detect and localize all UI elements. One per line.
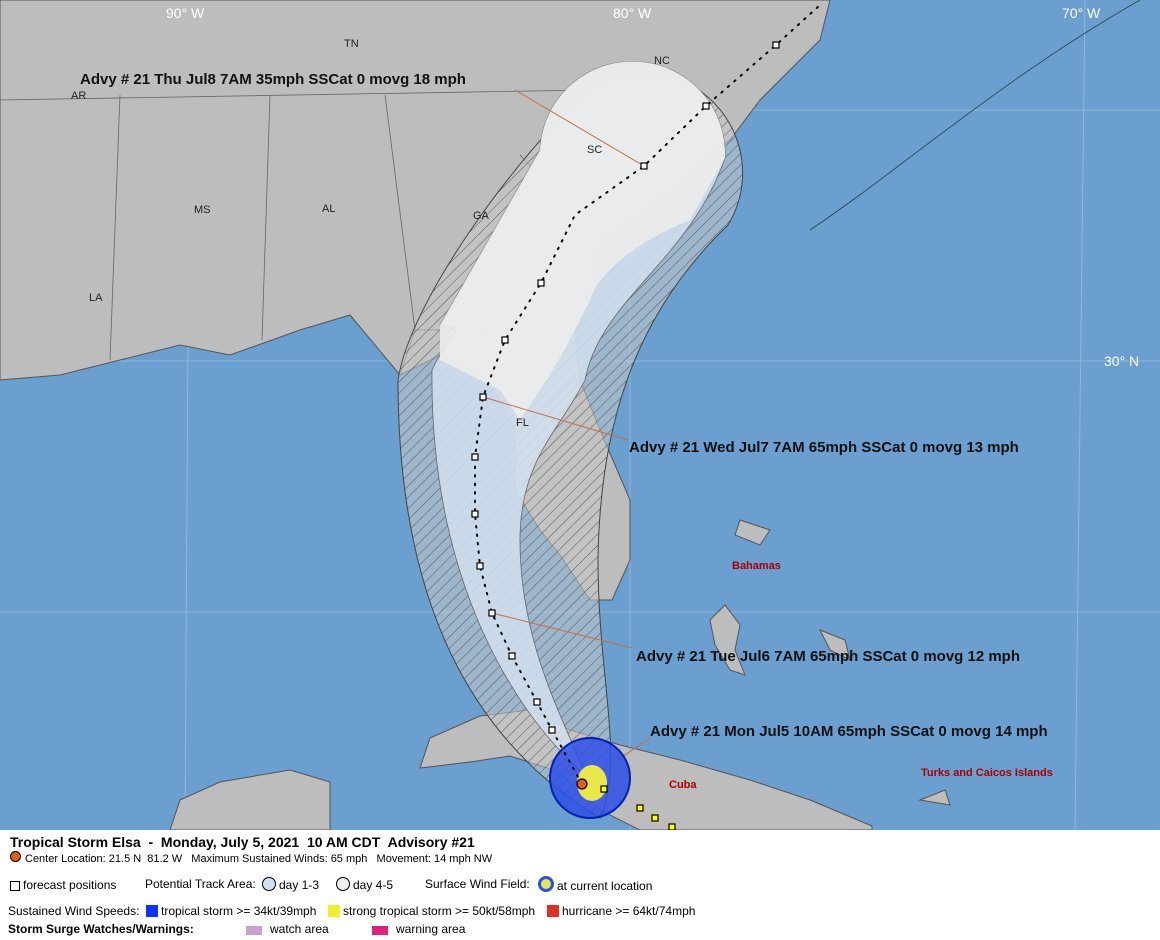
grid-label: 70° W — [1062, 5, 1101, 21]
country-label: Turks and Caicos Islands — [921, 767, 1053, 779]
country-label: Cuba — [669, 779, 697, 791]
legend: Tropical Storm Elsa - Monday, July 5, 20… — [0, 830, 1160, 940]
current-item: at current location — [538, 876, 652, 893]
legend-text: hurricane >= 64kt/74mph — [562, 904, 696, 918]
storm-center — [576, 778, 588, 790]
hu-item: hurricane >= 64kt/74mph — [547, 904, 695, 918]
legend-text: watch area — [270, 922, 329, 936]
sts-item: strong tropical storm >= 50kt/58mph — [328, 904, 535, 918]
sts-wind-field — [577, 765, 607, 801]
map: 90° W 80° W 70° W 30° N TN NC AR SC MS A… — [0, 0, 1160, 830]
atlantic-boundary — [809, 0, 1141, 231]
state-label: NC — [654, 55, 670, 67]
center-text: Center Location: 21.5 N 81.2 W Maximum S… — [25, 853, 493, 865]
country-label: Bahamas — [732, 560, 781, 572]
legend-text: Surface Wind Field: — [425, 877, 530, 891]
advisory-labels: Advy # 21 Thu Jul8 7AM 35mph SSCat 0 mov… — [80, 71, 1048, 740]
grid-label: 80° W — [613, 5, 652, 21]
state-label: SC — [587, 144, 602, 156]
grid-label: 30° N — [1104, 353, 1139, 369]
advisory-label: Advy # 21 Thu Jul8 7AM 35mph SSCat 0 mov… — [80, 71, 466, 88]
legend-text: day 4-5 — [353, 878, 394, 892]
advisory-label: Advy # 21 Tue Jul6 7AM 65mph SSCat 0 mov… — [636, 648, 1020, 665]
legend-text: warning area — [396, 922, 466, 936]
state-label: AL — [322, 203, 335, 215]
advisory-label: Advy # 21 Mon Jul5 10AM 65mph SSCat 0 mo… — [650, 723, 1048, 740]
warning-item: warning area — [372, 922, 465, 936]
state-label: TN — [344, 38, 359, 50]
day13-item: day 1-3 — [262, 877, 319, 892]
legend-text: forecast positions — [23, 878, 117, 892]
legend-text: day 1-3 — [279, 878, 320, 892]
state-label: FL — [516, 417, 529, 429]
legend-text: tropical storm >= 34kt/39mph — [161, 904, 317, 918]
legend-title: Tropical Storm Elsa - Monday, July 5, 20… — [10, 834, 475, 850]
fp-item: forecast positions — [10, 878, 116, 892]
state-label: LA — [89, 292, 103, 304]
ts-item: tropical storm >= 34kt/39mph — [146, 904, 316, 918]
watch-item: watch area — [246, 922, 329, 936]
state-label: MS — [194, 204, 211, 216]
legend-text: Potential Track Area: — [145, 877, 256, 891]
country-labels: Bahamas Cuba Turks and Caicos Islands — [669, 560, 1053, 791]
grid-labels: 90° W 80° W 70° W 30° N — [166, 5, 1139, 369]
track — [474, 4, 821, 785]
state-label: AR — [71, 90, 86, 102]
center-line: Center Location: 21.5 N 81.2 W Maximum S… — [10, 851, 492, 865]
forecast-positions — [471, 41, 780, 830]
state-label: GA — [473, 210, 490, 222]
advisory-label: Advy # 21 Wed Jul7 7AM 65mph SSCat 0 mov… — [629, 439, 1019, 456]
day45-item: day 4-5 — [336, 877, 393, 892]
legend-text: at current location — [557, 879, 653, 893]
legend-text: Storm Surge Watches/Warnings: — [8, 922, 194, 936]
legend-text: strong tropical storm >= 50kt/58mph — [343, 904, 536, 918]
state-labels: TN NC AR SC MS AL GA LA FL — [71, 38, 670, 429]
grid-label: 90° W — [166, 5, 205, 21]
legend-text: Sustained Wind Speeds: — [8, 904, 140, 918]
